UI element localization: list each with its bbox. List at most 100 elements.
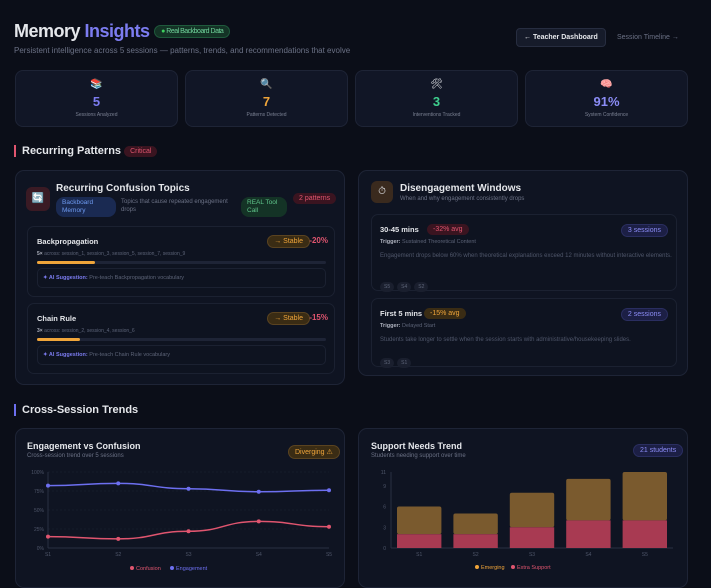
students-badge: 21 students — [633, 444, 684, 457]
x-tick-label: S2 — [473, 552, 479, 558]
critical-badge: Critical — [124, 146, 158, 157]
data-point — [46, 534, 50, 539]
legend-marker — [511, 565, 515, 569]
legend-label: Engagement — [176, 566, 208, 572]
brain-icon: 🧠 — [600, 79, 613, 90]
teacher-dashboard-button[interactable]: ← Teacher Dashboard — [516, 28, 606, 47]
legend-label: Emerging — [481, 565, 505, 571]
page-subtitle: Persistent intelligence across 5 session… — [14, 46, 351, 55]
chart-title: Engagement vs Confusion — [27, 441, 141, 451]
session-tag: S2 — [414, 282, 429, 292]
y-tick-label: 50% — [34, 508, 45, 514]
panel-subtitle: When and why engagement consistently dro… — [400, 196, 525, 202]
recurring-patterns-heading: Recurring Patterns Critical — [14, 145, 158, 157]
data-point — [327, 524, 331, 529]
legend-marker — [475, 565, 479, 569]
real-data-badge: ● Real Backboard Data — [154, 25, 231, 38]
data-point — [46, 483, 50, 488]
stat-card: 📚 5 Sessions Analyzed — [15, 70, 178, 127]
legend-label: Extra Support — [517, 565, 551, 571]
trend-badge: → Stable — [267, 235, 310, 248]
delta-value: -20% — [309, 236, 328, 245]
support-needs-panel: Support Needs Trend Students needing sup… — [358, 428, 688, 588]
stat-label: System Confidence — [584, 112, 629, 118]
magnifier-icon: 🔍 — [260, 79, 273, 90]
stat-card: 🧠 91% System Confidence — [525, 70, 688, 127]
confusion-topic-item[interactable]: Backpropagation → Stable -20% 5× across:… — [27, 226, 335, 297]
session-tag: S3 — [380, 358, 395, 368]
disengagement-panel: ⏱ Disengagement Windows When and why eng… — [358, 170, 688, 376]
stat-card: 🛠 3 Interventions Tracked — [355, 70, 518, 127]
occurrence-count: 3× — [37, 328, 43, 334]
y-tick-label: 25% — [34, 527, 45, 533]
x-tick-label: S5 — [642, 552, 648, 558]
page-title: Memory Insights ● Real Backboard Data — [14, 21, 350, 42]
stat-value: 5 — [92, 94, 101, 109]
disengagement-window-item[interactable]: 30-45 mins -32% avg 3 sessions Trigger: … — [371, 214, 677, 292]
bar-extra-support — [622, 520, 667, 548]
trigger-text: Delayed Start — [402, 323, 436, 329]
window-label: 30-45 mins — [380, 225, 419, 234]
topic-name: Chain Rule — [37, 314, 77, 323]
session-timeline-link[interactable]: Session Timeline → — [617, 34, 679, 41]
window-description: Engagement drops below 60% when theoreti… — [380, 253, 672, 259]
books-icon: 📚 — [90, 79, 103, 90]
trend-badge: → Stable — [267, 312, 310, 325]
frequency-bar — [37, 261, 326, 264]
data-point — [256, 519, 261, 524]
x-tick-label: S4 — [256, 552, 262, 558]
y-tick-label: 100% — [31, 470, 44, 476]
page-header: Memory Insights ● Real Backboard Data Pe… — [14, 21, 350, 55]
x-tick-label: S2 — [115, 552, 121, 558]
stat-label: Interventions Tracked — [412, 112, 461, 118]
diverging-badge: Diverging ⚠ — [288, 445, 340, 459]
frequency-bar — [37, 338, 326, 341]
bar-extra-support — [453, 534, 498, 548]
bar-emerging — [622, 472, 667, 521]
confusion-topic-item[interactable]: Chain Rule → Stable -15% 3× across: sess… — [27, 303, 335, 374]
window-description: Students take longer to settle when the … — [380, 337, 631, 343]
window-label: First 5 mins — [380, 309, 423, 318]
panel-subtitle: Topics that cause repeated engagement dr… — [121, 199, 228, 213]
data-point — [256, 489, 261, 494]
data-point — [116, 481, 121, 486]
cross-session-trends-heading: Cross-Session Trends — [14, 404, 138, 416]
bar-emerging — [566, 478, 611, 521]
y-tick-label: 6 — [383, 505, 386, 511]
x-tick-label: S5 — [326, 552, 332, 558]
trigger-text: Sustained Theoretical Content — [402, 239, 476, 245]
delta-value: -15% — [309, 313, 328, 322]
status-dot-icon: ● — [161, 28, 165, 35]
avg-drop-badge: -32% avg — [427, 224, 469, 235]
x-tick-label: S3 — [529, 552, 535, 558]
topic-name: Backpropagation — [37, 237, 99, 246]
x-tick-label: S4 — [585, 552, 591, 558]
disengagement-window-item[interactable]: First 5 mins -15% avg 2 sessions Trigger… — [371, 298, 677, 368]
session-list: across: session_1, session_3, session_5,… — [44, 251, 186, 257]
bar-emerging — [509, 492, 555, 528]
x-tick-label: S1 — [45, 552, 51, 558]
panel-title: Disengagement Windows — [400, 183, 522, 194]
sessions-badge: 3 sessions — [620, 224, 668, 237]
engagement-confusion-panel: Engagement vs Confusion Cross-session tr… — [15, 428, 345, 588]
stat-label: Patterns Detected — [246, 112, 287, 118]
bar-extra-support — [566, 520, 611, 548]
chart-subtitle: Cross-session trend over 5 sessions — [27, 453, 124, 459]
pattern-count-badge: 2 patterns — [293, 193, 337, 204]
stat-value: 7 — [262, 94, 271, 109]
data-point — [186, 486, 191, 491]
real-tool-call-tag: REAL Tool Call — [241, 197, 287, 217]
ai-suggestion: ✦ AI Suggestion: Pre-teach Backpropagati… — [37, 268, 326, 288]
session-list: across: session_2, session_4, session_6 — [44, 328, 135, 334]
bar-emerging — [453, 513, 498, 535]
backboard-memory-tag: Backboard Memory — [56, 197, 116, 217]
legend-label: Confusion — [136, 566, 161, 572]
confusion-topics-panel: 🔄 Recurring Confusion Topics Backboard M… — [15, 170, 345, 385]
legend-marker — [130, 566, 134, 570]
stat-label: Sessions Analyzed — [75, 112, 118, 118]
data-point — [186, 529, 191, 534]
bar-extra-support — [397, 534, 442, 548]
tools-icon: 🛠 — [430, 79, 443, 90]
session-tag: S4 — [397, 282, 412, 292]
bar-extra-support — [509, 527, 555, 548]
